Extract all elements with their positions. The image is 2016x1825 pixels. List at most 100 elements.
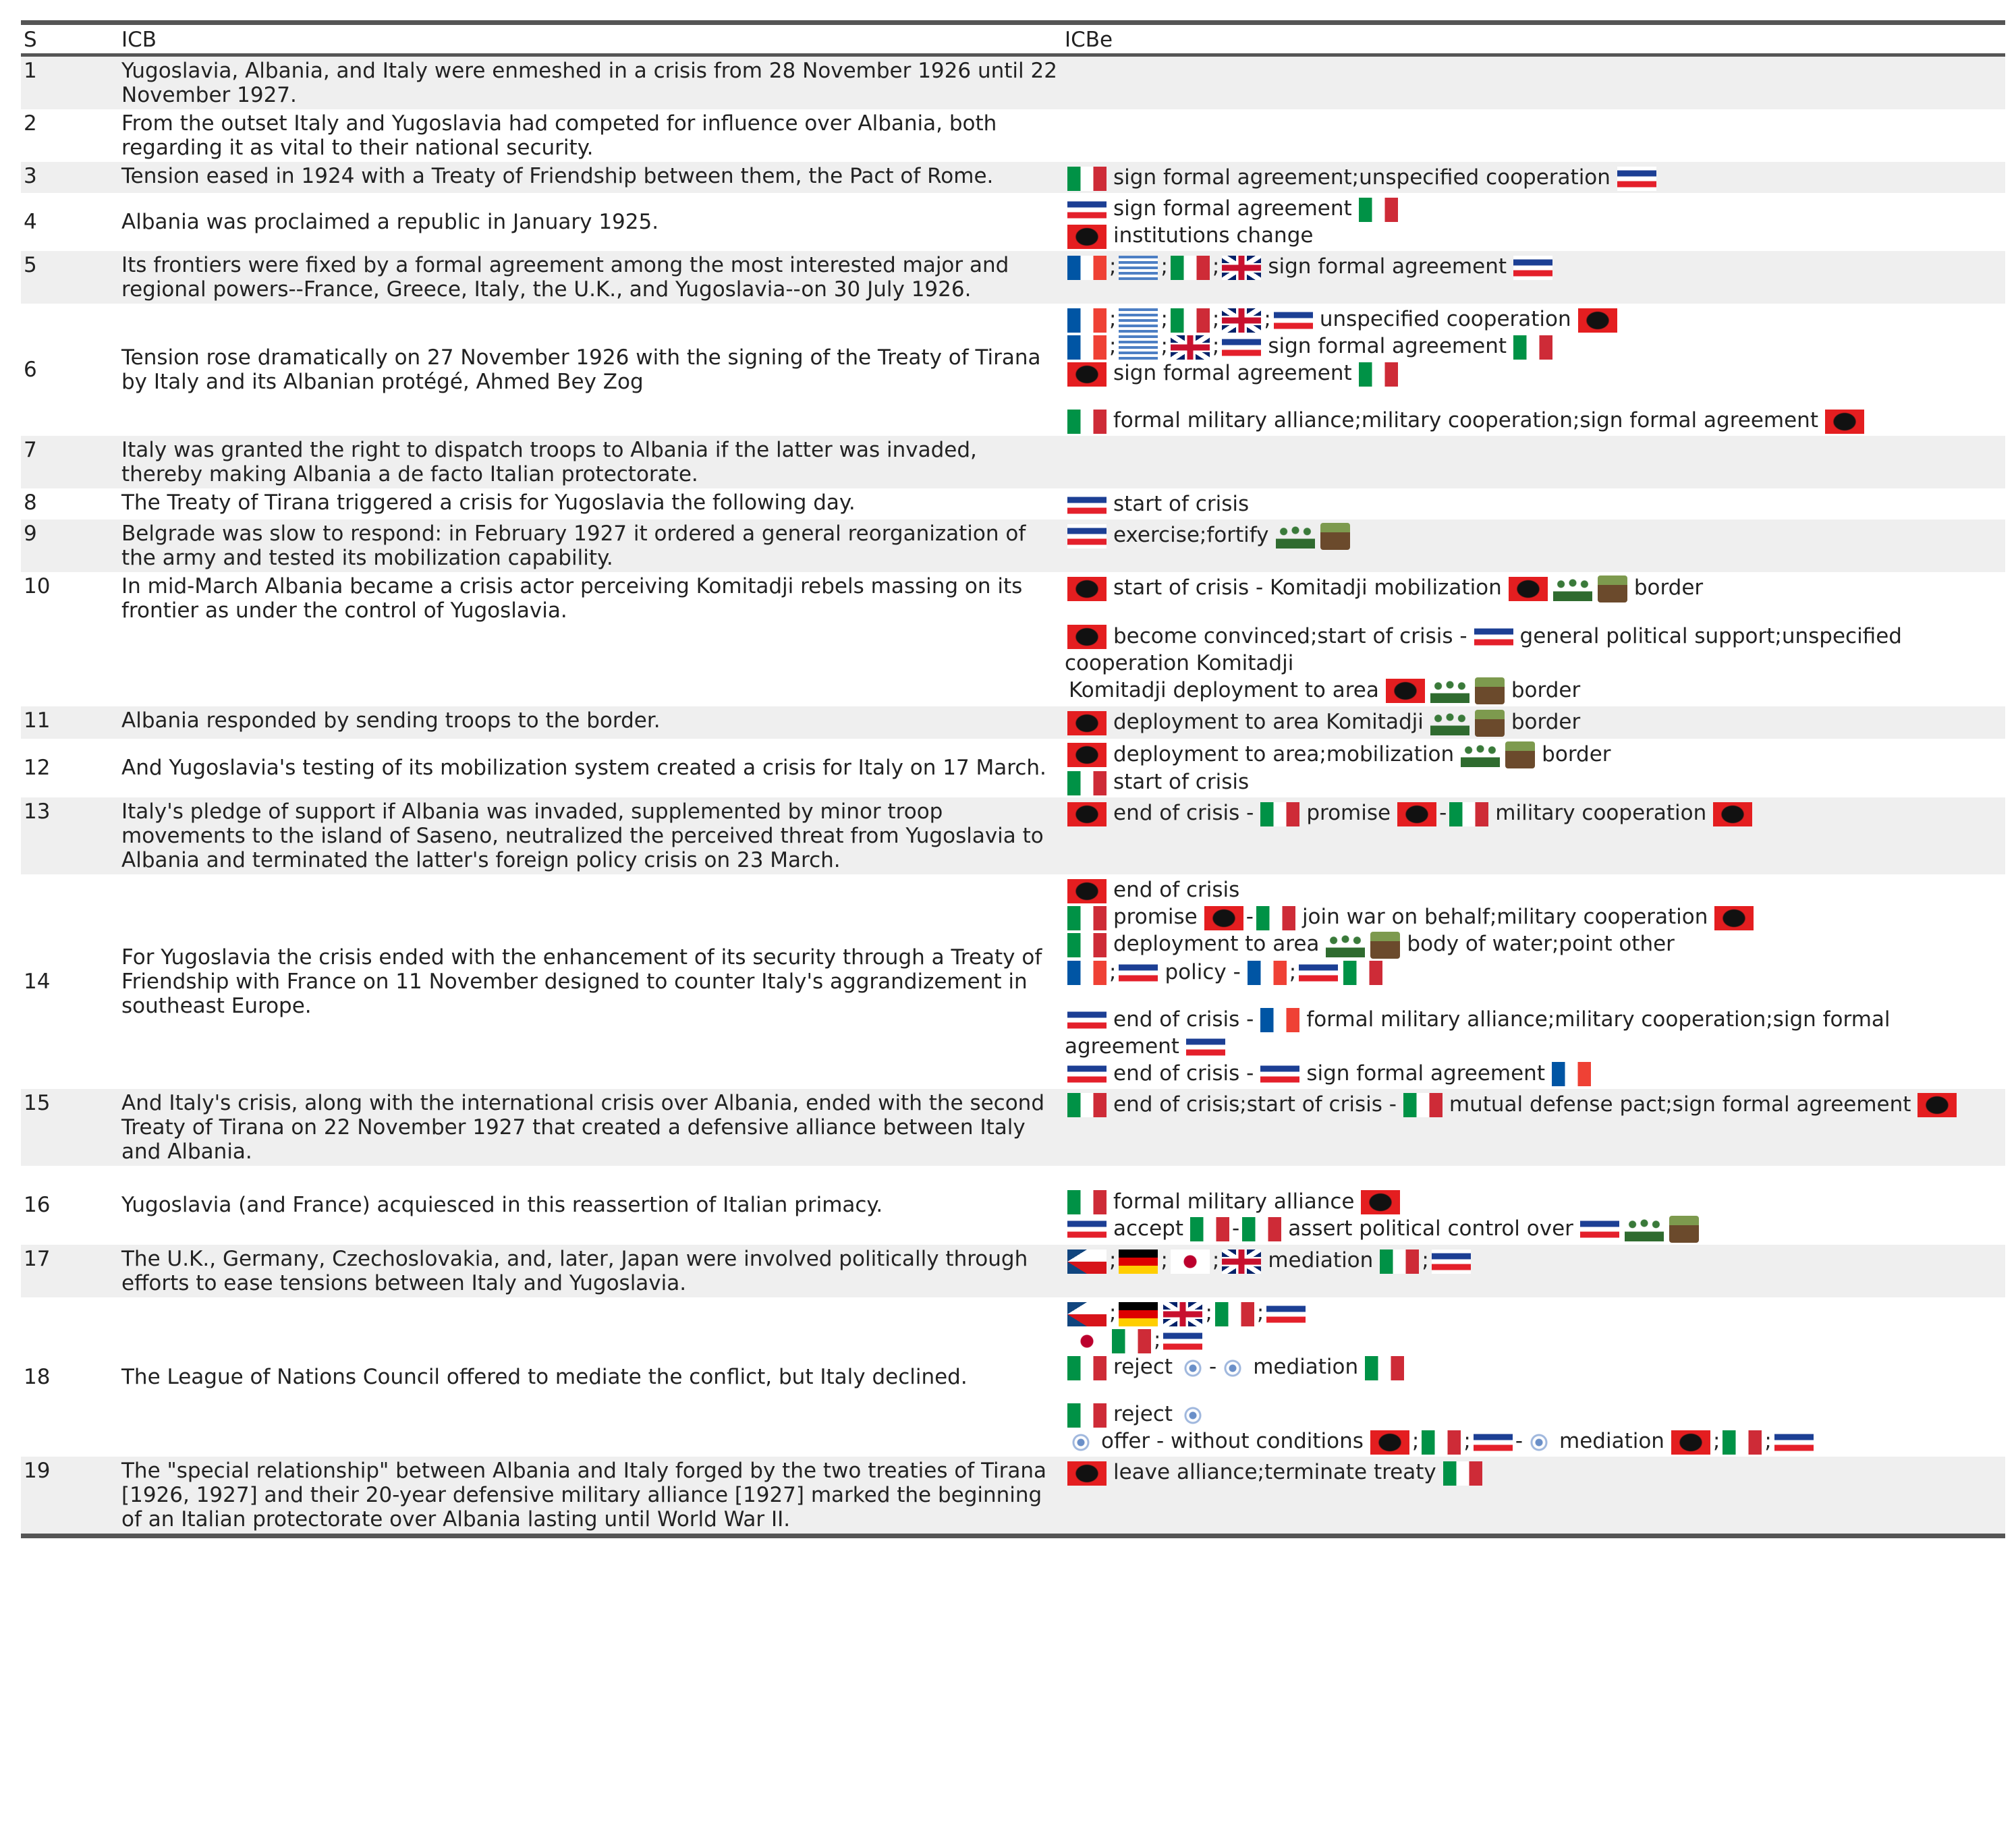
table-row: 19 The "special relationship" between Alb… — [21, 1457, 2005, 1536]
s-cell: 15 — [21, 1088, 119, 1166]
event-text: mediation — [1268, 1248, 1374, 1272]
icon — [1067, 710, 1107, 735]
event-text: end of crisis - — [1113, 1007, 1254, 1032]
icon — [1671, 1430, 1710, 1455]
event-text: ; — [1109, 334, 1117, 358]
event-text: border — [1633, 575, 1704, 600]
event-text: military cooperation — [1495, 801, 1707, 825]
event-text: start of crisis — [1113, 770, 1250, 794]
icon — [1067, 362, 1107, 387]
icb-cell: Its frontiers were fixed by a formal agr… — [119, 251, 1062, 304]
icon — [1067, 255, 1107, 280]
icon — [1579, 1217, 1619, 1241]
icon — [1185, 1035, 1225, 1059]
icon — [1204, 905, 1243, 930]
icon — [1119, 961, 1158, 985]
event-text: start of crisis — [1113, 492, 1250, 516]
icb-cell: From the outset Italy and Yugoslavia had… — [121, 111, 997, 160]
event-text: institutions change — [1113, 223, 1314, 248]
icon — [1067, 224, 1107, 249]
icon — [1513, 335, 1552, 360]
event-text: reject — [1113, 1402, 1173, 1426]
icbe-cell: deployment to area Komitadji border — [1062, 706, 2005, 739]
icon — [1365, 1355, 1405, 1380]
s-cell: 17 — [21, 1245, 119, 1297]
icb-cell: For Yugoslavia the crisis ended with the… — [121, 945, 1042, 1018]
icon — [1163, 1301, 1203, 1326]
icbe-cell: leave alliance;terminate treaty — [1062, 1457, 2005, 1536]
icon — [1242, 1217, 1282, 1241]
icon — [1380, 1249, 1420, 1274]
icon — [1260, 1008, 1300, 1032]
event-text: sign formal agreement — [1113, 196, 1352, 221]
event-text: exercise;fortify — [1113, 523, 1269, 547]
icon — [1067, 1328, 1107, 1353]
table-row: 8 The Treaty of Tirana triggered a crisis… — [21, 488, 2005, 520]
table-row: 11 Albania responded by sending troops to… — [21, 706, 2005, 739]
table-row: 5 Its frontiers were fixed by a formal ag… — [21, 251, 2005, 304]
icon — [1275, 524, 1315, 549]
icon — [1508, 576, 1548, 601]
icon — [1170, 255, 1210, 280]
icon — [1067, 1355, 1107, 1380]
icon — [1067, 197, 1107, 222]
icb-cell: Italy's pledge of support if Albania was… — [119, 797, 1062, 874]
event-text: promise — [1306, 801, 1391, 825]
icon — [1273, 308, 1313, 333]
icon — [1170, 308, 1210, 333]
table-row: 15 And Italy's crisis, along with the int… — [21, 1088, 2005, 1166]
icon — [1597, 575, 1627, 602]
event-line: deployment to area;mobilization border — [1065, 741, 2001, 768]
event-text: sign formal agreement;unspecified cooper… — [1113, 165, 1611, 190]
icon — [1119, 335, 1158, 360]
icbe-cell: ;;;; reject - mediation reject offer - withou… — [1062, 1297, 2005, 1457]
icon — [1551, 1062, 1591, 1086]
event-text: deployment to area Komitadji — [1113, 710, 1424, 734]
s-cell: 7 — [21, 436, 119, 488]
icon — [1917, 1093, 1957, 1117]
table-row: 13 Italy's pledge of support if Albania w… — [21, 797, 2005, 874]
icon — [1723, 1430, 1762, 1455]
icon — [1067, 335, 1107, 360]
event-text: mediation — [1559, 1429, 1664, 1453]
icon — [1222, 335, 1262, 360]
icon — [1256, 905, 1295, 930]
icon — [1824, 409, 1864, 434]
icon — [1370, 1430, 1409, 1455]
table-row: 17 The U.K., Germany, Czechoslovakia, and… — [21, 1245, 2005, 1297]
event-line: ; — [1065, 1326, 2001, 1353]
event-text: mediation — [1253, 1355, 1359, 1379]
event-text: policy - — [1165, 959, 1241, 984]
icon — [1713, 802, 1753, 826]
event-line: formal military alliance — [1065, 1188, 2001, 1215]
icon — [1067, 1190, 1107, 1214]
s-cell: 13 — [21, 797, 119, 874]
icon — [1067, 1301, 1107, 1326]
event-text: general political support;unspecified co… — [1065, 623, 1902, 675]
event-text: ; — [1160, 254, 1168, 279]
event-line: Komitadji deployment to area border — [1065, 677, 2001, 704]
event-line: start of crisis — [1065, 490, 2001, 517]
event-text: ; — [1160, 1248, 1168, 1272]
s-cell: 8 — [24, 490, 37, 515]
s-cell: 1 — [21, 55, 119, 109]
header-cell: S — [24, 28, 37, 52]
event-text: ; — [1109, 307, 1117, 331]
event-text: ; — [1764, 1429, 1772, 1453]
event-text: leave alliance;terminate treaty — [1113, 1460, 1436, 1484]
icon — [1067, 524, 1107, 549]
event-text: - — [1232, 1216, 1240, 1241]
event-text: ; — [1154, 1328, 1161, 1352]
icon — [1669, 1216, 1699, 1243]
header-row: S ICB ICBe — [21, 23, 2005, 55]
icon — [1473, 1430, 1513, 1455]
icon — [1358, 362, 1398, 387]
event-text: border — [1511, 710, 1581, 734]
icon — [1513, 255, 1552, 280]
event-line: end of crisis;start of crisis - mutual de… — [1065, 1091, 2001, 1118]
event-line: deployment to area Komitadji border — [1065, 708, 2001, 737]
icon — [1247, 961, 1287, 985]
s-cell: 9 — [21, 520, 119, 572]
event-text: ; — [1109, 1301, 1117, 1325]
icbe-cell: ;;;; unspecified cooperation;;; sign forma… — [1062, 304, 2005, 436]
